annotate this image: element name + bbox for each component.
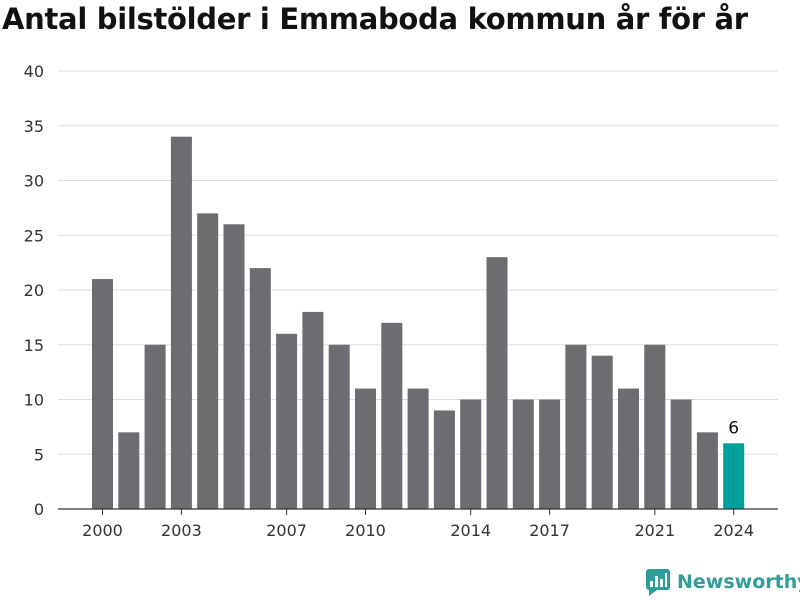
bar [92,279,113,509]
bar [433,410,455,509]
bar [276,333,298,509]
x-tick-label: 2021 [634,521,675,540]
x-tick-label: 2007 [266,521,307,540]
brand-logo: Newsworthy [645,568,800,596]
bar [302,311,324,509]
x-tick-label: 2000 [82,521,123,540]
bar [618,388,639,509]
x-tick-label: 2003 [161,521,202,540]
x-tick-label: 2017 [529,521,570,540]
bar [407,388,429,509]
bar [644,344,666,509]
y-tick-label: 40 [24,62,44,81]
x-tick-label: 2014 [450,521,491,540]
y-tick-label: 20 [24,281,44,300]
bar [591,355,613,509]
bar [118,432,140,509]
x-tick-label: 2024 [713,521,754,540]
data-label: 6 [728,418,739,438]
bar [197,213,219,509]
y-tick-label: 30 [24,172,44,191]
y-tick-label: 5 [34,445,44,464]
bar [144,344,166,509]
bar [486,257,508,509]
bar [381,322,403,509]
bar [723,443,745,509]
bar [223,224,245,510]
bar [512,399,534,509]
bar-chart: 0 5 10 15 20 25 30 35 40 6 2000 2003 2007 2010 2014 201… [24,62,778,540]
bar [460,399,482,509]
x-tick-label: 2010 [345,521,386,540]
y-tick-label: 35 [24,117,44,136]
bar [328,344,350,509]
chart-title: Antal bilstölder i Emmaboda kommun år fö… [2,2,748,36]
brand-name: Newsworthy [677,571,800,593]
bar [249,268,271,509]
y-tick-label: 0 [34,500,44,519]
y-tick-label: 10 [24,391,44,410]
y-tick-label: 15 [24,336,44,355]
bar [539,399,561,509]
bar [170,136,192,509]
bar [670,399,692,509]
chart-logo-icon [646,569,670,596]
bar [565,344,587,509]
y-tick-label: 25 [24,226,44,245]
bar [696,432,718,509]
bar [355,388,376,509]
